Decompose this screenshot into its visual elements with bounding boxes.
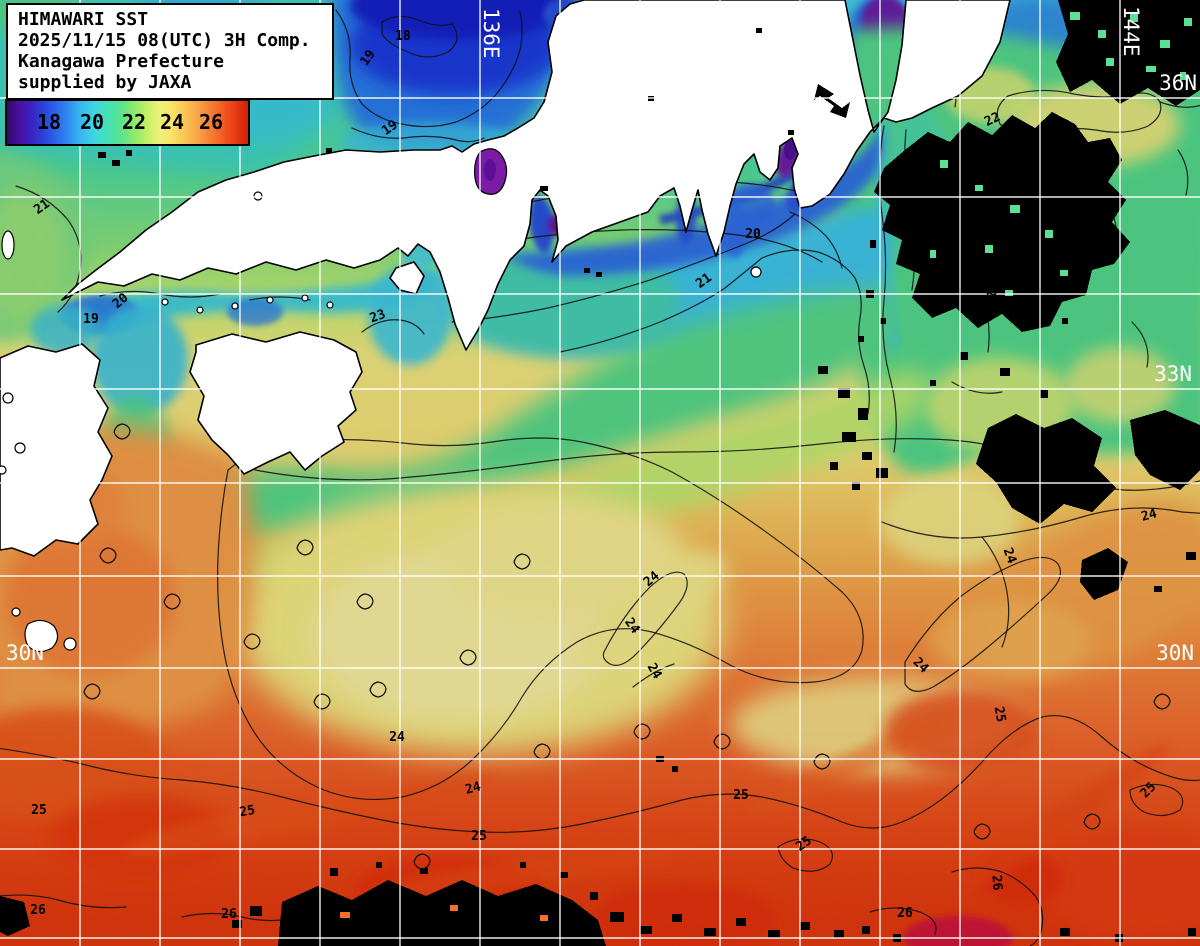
contour-label: 19 [379,117,400,138]
latitude-label-36n: 36N [1159,71,1197,95]
colorbar-tick: 18 [36,110,62,134]
temperature-colorbar: 18 20 22 24 26 [5,99,250,146]
contour-label: 24 [1000,546,1020,566]
longitude-label-136e: 136E [479,8,503,59]
colorbar-gradient [7,101,248,144]
contour-label: 26 [30,903,46,918]
contour-label: 24 [644,661,665,682]
contour-label: 24 [621,615,642,637]
map-credit: supplied by JAXA [18,72,192,93]
contour-label: 19 [357,47,378,68]
contour-label: 25 [793,833,814,854]
latitude-label-30n-right: 30N [1156,641,1194,665]
colorbar-tick: 26 [198,110,224,134]
map-title: HIMAWARI SST [18,9,149,30]
contour-label: 25 [471,829,487,844]
contour-label: 24 [1140,506,1159,525]
contour-label: 19 [83,312,99,327]
contour-label: 22 [982,110,1003,130]
coordinate-labels: 136E 144E 36N 33N 30N 30N [6,6,1197,665]
lake-biwa [473,148,508,195]
latitude-label-33n: 33N [1154,362,1192,386]
contour-label: 21 [693,270,715,291]
contour-label: 25 [733,788,749,803]
colorbar-tick: 22 [121,110,147,134]
contour-label: 25 [991,705,1008,723]
kyushu-landmass [0,343,113,557]
contour-label: 23 [368,307,388,326]
cloud-gap-speckles [340,12,1192,921]
contour-label: 21 [31,196,53,217]
small-islands [0,55,762,653]
colorbar-tick: 20 [79,110,105,134]
contour-label: 25 [31,803,47,818]
contour-label: 24 [389,730,405,745]
map-region: Kanagawa Prefecture [18,51,224,72]
contour-label: 26 [221,907,237,922]
contour-label: 26 [897,906,913,921]
title-info-box: HIMAWARI SST 2025/11/15 08(UTC) 3H Comp.… [6,3,334,100]
contour-label: 20 [745,227,761,242]
contour-label: 25 [238,803,256,820]
honshu-landmass [61,0,1011,351]
contour-label: 26 [988,874,1004,891]
colorbar-tick: 24 [159,110,185,134]
contour-label-layer: 18 19 19 19 20 20 21 21 22 22 23 23 24 2… [30,29,1159,922]
contour-label: 22 [980,281,999,300]
map-datetime: 2025/11/15 08(UTC) 3H Comp. [18,30,311,51]
contour-label: 18 [395,29,411,44]
latitude-label-30n-left: 30N [6,641,44,665]
shikoku-landmass [189,331,363,475]
contour-label: 24 [464,779,483,798]
land-layer [0,0,1011,653]
longitude-label-144e: 144E [1119,6,1143,57]
contour-label: 23 [1062,470,1078,485]
